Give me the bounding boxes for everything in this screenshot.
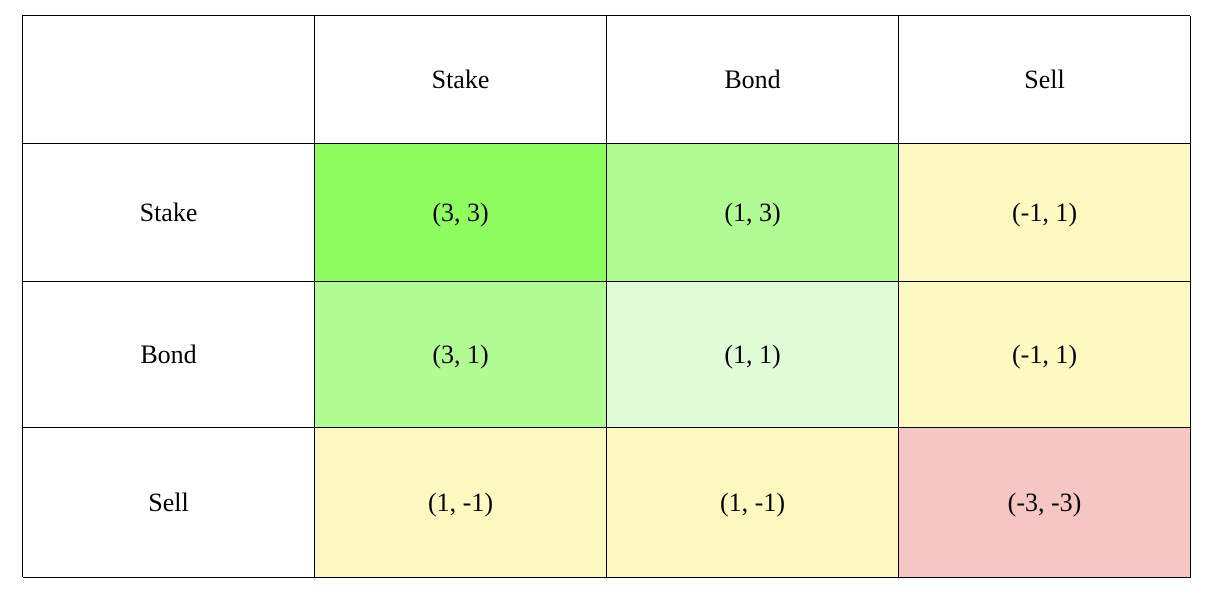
payoff-cell: (3, 3) bbox=[315, 144, 607, 282]
payoff-cell: (-1, 1) bbox=[899, 282, 1191, 428]
payoff-cell: (1, 3) bbox=[607, 144, 899, 282]
payoff-cell: (-1, 1) bbox=[899, 144, 1191, 282]
row-header: Stake bbox=[23, 144, 315, 282]
row-header: Sell bbox=[23, 428, 315, 578]
payoff-cell: (3, 1) bbox=[315, 282, 607, 428]
row-header: Bond bbox=[23, 282, 315, 428]
payoff-cell: (1, 1) bbox=[607, 282, 899, 428]
column-header: Bond bbox=[607, 16, 899, 144]
payoff-cell: (1, -1) bbox=[607, 428, 899, 578]
payoff-cell: (-3, -3) bbox=[899, 428, 1191, 578]
payoff-table: Stake Bond Sell Stake (3, 3) (1, 3) (-1, 1) Bon… bbox=[22, 15, 1191, 578]
corner-cell bbox=[23, 16, 315, 144]
payoff-cell: (1, -1) bbox=[315, 428, 607, 578]
column-header: Sell bbox=[899, 16, 1191, 144]
column-header: Stake bbox=[315, 16, 607, 144]
